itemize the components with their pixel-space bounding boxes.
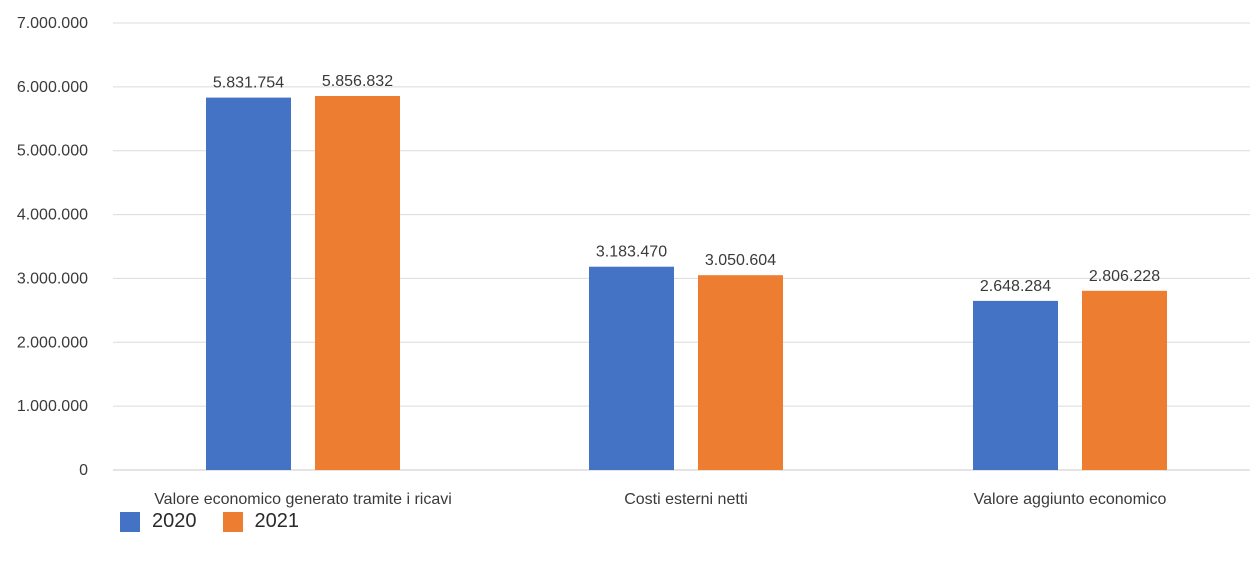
- legend-label-2021: 2021: [254, 510, 300, 532]
- legend-item-2020: 2020: [120, 510, 197, 533]
- x-category-label: Valore aggiunto economico: [974, 491, 1167, 508]
- legend-label-2020: 2020: [152, 510, 197, 532]
- bar-2020: [973, 300, 1058, 470]
- y-tick-label: 6.000.000: [17, 79, 88, 96]
- data-label: 5.831.754: [213, 75, 284, 92]
- y-tick-label: 0: [79, 462, 88, 479]
- legend: 2020 2021: [120, 510, 325, 533]
- bar-2021: [698, 275, 783, 470]
- data-label: 2.806.228: [1089, 268, 1160, 285]
- data-label: 5.856.832: [322, 73, 393, 90]
- legend-item-2021: 2021: [222, 510, 300, 533]
- legend-swatch-2021: [222, 511, 243, 532]
- x-category-label: Valore economico generato tramite i rica…: [154, 491, 452, 508]
- data-label: 2.648.284: [980, 278, 1051, 295]
- y-tick-label: 1.000.000: [17, 398, 88, 415]
- y-tick-label: 5.000.000: [17, 143, 88, 160]
- legend-swatch-2020: [120, 511, 140, 532]
- bar-2021: [315, 95, 400, 470]
- y-tick-label: 4.000.000: [17, 207, 88, 224]
- bar-2020: [206, 97, 291, 470]
- y-tick-label: 7.000.000: [17, 15, 88, 32]
- x-category-label: Costi esterni netti: [624, 491, 748, 508]
- y-tick-label: 3.000.000: [17, 270, 88, 287]
- y-tick-label: 2.000.000: [17, 334, 88, 351]
- bar-2021: [1082, 290, 1167, 470]
- data-label: 3.050.604: [705, 252, 776, 269]
- bar-2020: [589, 266, 674, 470]
- data-label: 3.183.470: [596, 244, 667, 261]
